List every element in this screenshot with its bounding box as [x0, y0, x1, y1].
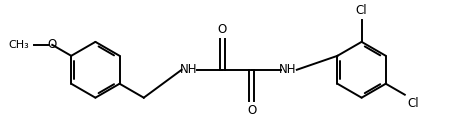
Text: NH: NH	[278, 63, 296, 76]
Text: O: O	[217, 23, 226, 36]
Text: NH: NH	[179, 63, 196, 76]
Text: Cl: Cl	[407, 97, 419, 110]
Text: CH₃: CH₃	[8, 40, 29, 50]
Text: O: O	[48, 38, 57, 51]
Text: O: O	[247, 104, 256, 117]
Text: Cl: Cl	[355, 4, 367, 17]
